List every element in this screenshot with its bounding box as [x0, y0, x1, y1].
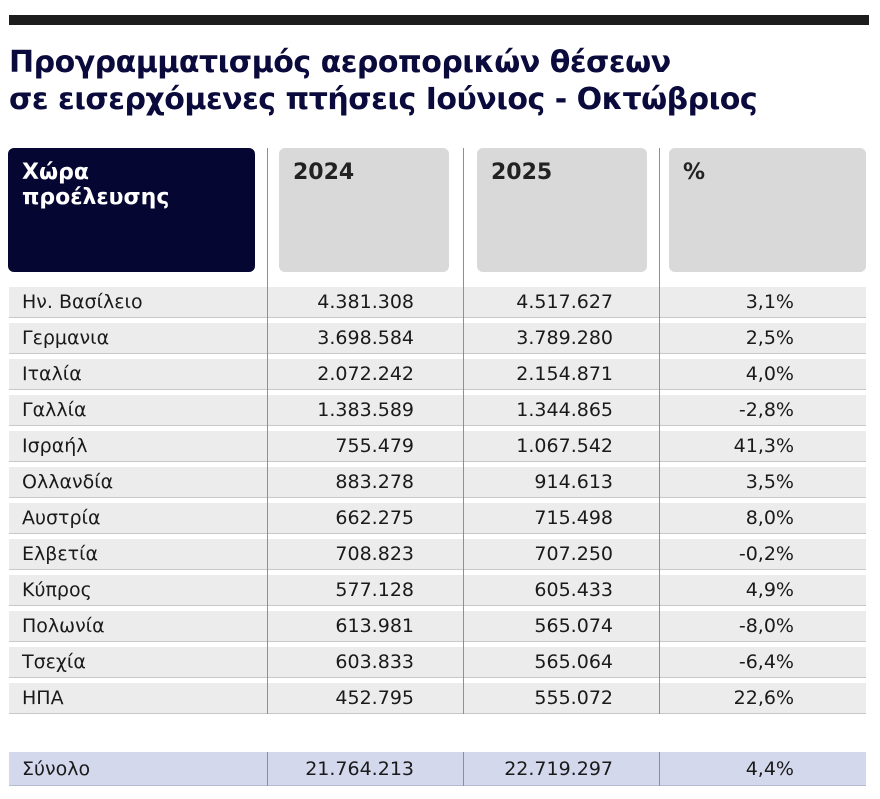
table-row: Πολωνία 613.981 565.074 -8,0% [9, 611, 866, 642]
row-2025: 1.067.542 [516, 435, 613, 457]
table-row: Τσεχία 603.833 565.064 -6,4% [9, 647, 866, 678]
table-row: Γερμανια 3.698.584 3.789.280 2,5% [9, 323, 866, 354]
row-2024: 577.128 [335, 579, 414, 601]
table-row: Ελβετία 708.823 707.250 -0,2% [9, 539, 866, 570]
row-percent: 3,1% [745, 291, 794, 313]
row-country: Γερμανια [22, 327, 110, 349]
row-country: Γαλλία [22, 399, 87, 421]
row-2025: 2.154.871 [516, 363, 613, 385]
page-title: Προγραμματισμός αεροπορικών θέσεων σε ει… [9, 44, 869, 118]
column-divider [267, 752, 268, 786]
column-divider [659, 752, 660, 786]
row-2024: 613.981 [335, 615, 414, 637]
row-percent: -6,4% [738, 651, 794, 673]
row-country: Ελβετία [22, 543, 99, 565]
row-country: Πολωνία [22, 615, 105, 637]
data-table-body: Ην. Βασίλειο 4.381.308 4.517.627 3,1% Γερμαν… [9, 287, 866, 719]
table-row: Γαλλία 1.383.589 1.344.865 -2,8% [9, 395, 866, 426]
title-line-1: Προγραμματισμός αεροπορικών θέσεων [9, 45, 671, 80]
header-country: Χώρα προέλευσης [8, 148, 255, 272]
row-percent: 22,6% [733, 687, 794, 709]
row-country: Ισραήλ [22, 435, 88, 457]
row-2024: 603.833 [335, 651, 414, 673]
row-percent: -8,0% [738, 615, 794, 637]
header-percent: % [669, 148, 866, 272]
row-2024: 2.072.242 [317, 363, 414, 385]
row-percent: 4,9% [745, 579, 794, 601]
header-2024: 2024 [279, 148, 449, 272]
table-row: Ισραήλ 755.479 1.067.542 41,3% [9, 431, 866, 462]
row-2025: 565.064 [534, 651, 613, 673]
row-country: Ιταλία [22, 363, 82, 385]
title-line-2: σε εισερχόμενες πτήσεις Ιούνιος - Οκτώβρ… [9, 82, 758, 117]
total-2025: 22.719.297 [504, 758, 613, 780]
table-row: Ολλανδία 883.278 914.613 3,5% [9, 467, 866, 498]
table-row: Αυστρία 662.275 715.498 8,0% [9, 503, 866, 534]
row-percent: -2,8% [738, 399, 794, 421]
row-percent: 4,0% [745, 363, 794, 385]
row-percent: 2,5% [745, 327, 794, 349]
row-2024: 1.383.589 [317, 399, 414, 421]
row-2025: 565.074 [534, 615, 613, 637]
table-row: ΗΠΑ 452.795 555.072 22,6% [9, 683, 866, 714]
table-row: Ην. Βασίλειο 4.381.308 4.517.627 3,1% [9, 287, 866, 318]
table-row: Ιταλία 2.072.242 2.154.871 4,0% [9, 359, 866, 390]
row-2024: 3.698.584 [317, 327, 414, 349]
total-2024: 21.764.213 [305, 758, 414, 780]
row-2025: 4.517.627 [516, 291, 613, 313]
row-country: Ην. Βασίλειο [22, 291, 143, 313]
row-country: Ολλανδία [22, 471, 114, 493]
row-country: Τσεχία [22, 651, 86, 673]
total-row: Σύνολο 21.764.213 22.719.297 4,4% [9, 752, 866, 786]
row-2024: 452.795 [335, 687, 414, 709]
row-2025: 555.072 [534, 687, 613, 709]
column-divider [463, 752, 464, 786]
row-percent: 41,3% [733, 435, 794, 457]
row-country: Αυστρία [22, 507, 101, 529]
column-divider [659, 148, 660, 714]
row-country: Κύπρος [22, 579, 92, 601]
row-percent: 8,0% [745, 507, 794, 529]
row-2024: 708.823 [335, 543, 414, 565]
row-2024: 4.381.308 [317, 291, 414, 313]
row-2024: 883.278 [335, 471, 414, 493]
header-2025: 2025 [477, 148, 647, 272]
row-2025: 914.613 [534, 471, 613, 493]
row-country: ΗΠΑ [22, 687, 64, 709]
total-percent: 4,4% [745, 758, 794, 780]
row-2025: 3.789.280 [516, 327, 613, 349]
column-divider [267, 148, 268, 714]
row-2025: 707.250 [534, 543, 613, 565]
row-2024: 755.479 [335, 435, 414, 457]
row-2025: 715.498 [534, 507, 613, 529]
column-divider [463, 148, 464, 714]
row-percent: 3,5% [745, 471, 794, 493]
row-2025: 1.344.865 [516, 399, 613, 421]
total-label: Σύνολο [22, 758, 91, 780]
row-2024: 662.275 [335, 507, 414, 529]
row-2025: 605.433 [534, 579, 613, 601]
table-row: Κύπρος 577.128 605.433 4,9% [9, 575, 866, 606]
row-percent: -0,2% [738, 543, 794, 565]
top-rule [9, 15, 869, 25]
